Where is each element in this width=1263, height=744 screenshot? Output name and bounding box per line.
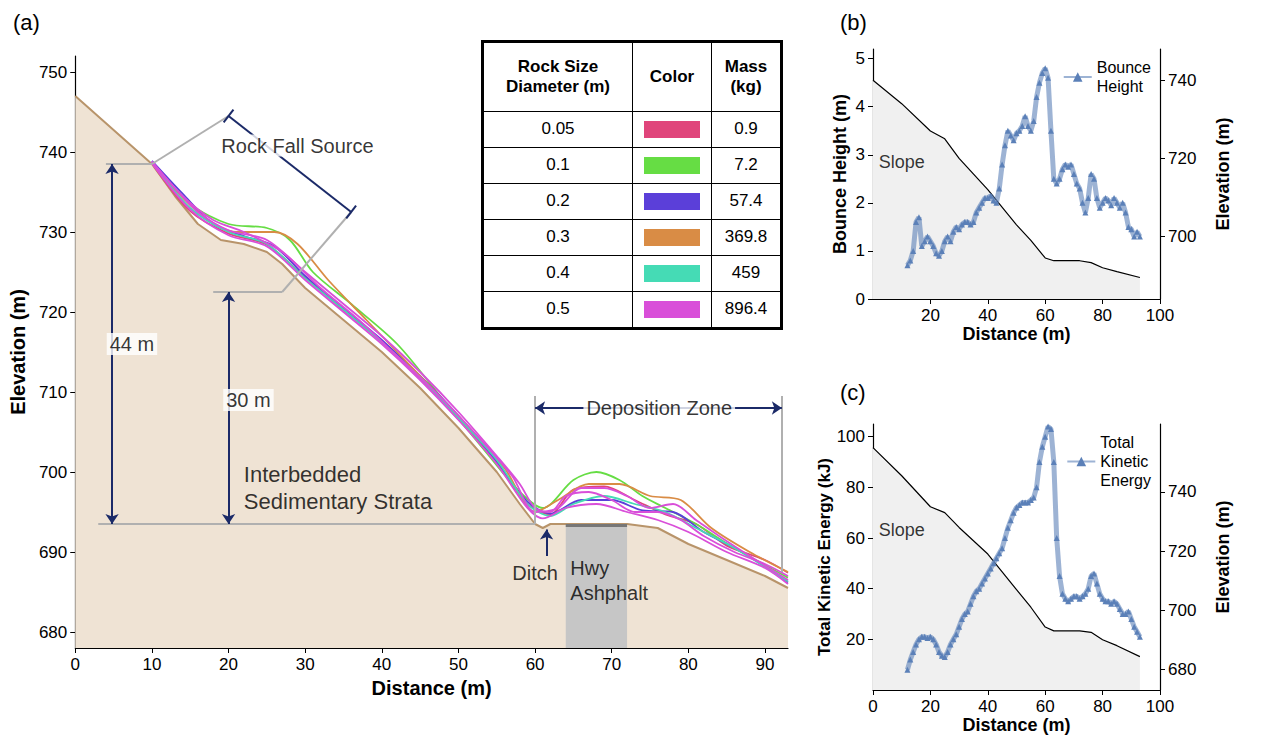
svg-text:1: 1 <box>856 241 865 260</box>
svg-text:720: 720 <box>1168 542 1196 561</box>
svg-text:80: 80 <box>679 655 698 674</box>
html-text:0.4: 0.4 <box>546 263 570 283</box>
svg-text:Distance (m): Distance (m) <box>962 324 1070 344</box>
html-text:369.8: 369.8 <box>724 227 768 247</box>
svg-text:60: 60 <box>526 655 545 674</box>
svg-text:Height: Height <box>1097 78 1144 95</box>
svg-text:720: 720 <box>1168 149 1196 168</box>
svg-text:Elevation (m): Elevation (m) <box>1213 117 1233 230</box>
html-text:0.05: 0.05 <box>541 119 575 139</box>
svg-text:10: 10 <box>142 655 161 674</box>
svg-text:50: 50 <box>449 655 468 674</box>
svg-text:80: 80 <box>846 478 865 497</box>
svg-text:(c): (c) <box>840 380 866 405</box>
svg-text:60: 60 <box>846 529 865 548</box>
svg-text:740: 740 <box>1168 71 1196 90</box>
svg-text:680: 680 <box>1168 660 1196 679</box>
svg-text:730: 730 <box>39 223 67 242</box>
svg-text:Deposition Zone: Deposition Zone <box>586 397 732 419</box>
svg-text:30: 30 <box>296 655 315 674</box>
svg-text:60: 60 <box>1036 697 1055 716</box>
svg-text:Kinetic: Kinetic <box>1100 453 1148 470</box>
svg-text:0: 0 <box>71 655 80 674</box>
svg-text:60: 60 <box>1036 306 1055 325</box>
svg-text:100: 100 <box>1146 306 1174 325</box>
svg-text:Rock Fall Source: Rock Fall Source <box>221 135 373 157</box>
svg-text:Hwy: Hwy <box>570 557 614 579</box>
html-text:0.3: 0.3 <box>546 227 570 247</box>
svg-text:Interbedded: Interbedded <box>244 462 368 487</box>
svg-text:Ditch: Ditch <box>512 562 558 584</box>
svg-text:0: 0 <box>868 697 877 716</box>
svg-text:40: 40 <box>978 697 997 716</box>
svg-text:Sedimentary Strata: Sedimentary Strata <box>244 489 433 514</box>
svg-text:5: 5 <box>856 49 865 68</box>
svg-text:710: 710 <box>39 383 67 402</box>
svg-text:3: 3 <box>856 145 865 164</box>
svg-text:20: 20 <box>921 306 940 325</box>
svg-text:20: 20 <box>219 655 238 674</box>
svg-text:100: 100 <box>837 427 865 446</box>
svg-text:700: 700 <box>39 463 67 482</box>
svg-text:740: 740 <box>1168 482 1196 501</box>
svg-text:(a): (a) <box>13 10 40 35</box>
html-text:Rock Size Diameter (m): Rock Size Diameter (m) <box>506 57 610 96</box>
svg-text:Elevation (m): Elevation (m) <box>1213 500 1233 613</box>
svg-text:Energy: Energy <box>1100 472 1151 489</box>
html-text:459: 459 <box>731 263 761 283</box>
svg-text:100: 100 <box>1146 697 1174 716</box>
svg-text:40: 40 <box>372 655 391 674</box>
svg-text:Total: Total <box>1100 434 1134 451</box>
svg-text:0: 0 <box>856 290 865 309</box>
svg-text:690: 690 <box>39 543 67 562</box>
svg-text:Distance (m): Distance (m) <box>372 677 492 699</box>
svg-text:40: 40 <box>978 306 997 325</box>
svg-text:Distance (m): Distance (m) <box>962 715 1070 735</box>
svg-text:70: 70 <box>602 655 621 674</box>
html-text:57.4: 57.4 <box>729 191 763 211</box>
html-text:0.5: 0.5 <box>546 299 570 319</box>
svg-text:80: 80 <box>1093 306 1112 325</box>
svg-text:Total Kinetic Energy (kJ): Total Kinetic Energy (kJ) <box>815 458 834 656</box>
svg-text:700: 700 <box>1168 227 1196 246</box>
svg-text:80: 80 <box>1093 697 1112 716</box>
svg-text:Bounce: Bounce <box>1097 59 1151 76</box>
html-text:0.1: 0.1 <box>546 155 570 175</box>
html-text:0.2: 0.2 <box>546 191 570 211</box>
html-text:0.9: 0.9 <box>734 119 758 139</box>
svg-text:90: 90 <box>756 655 775 674</box>
svg-text:4: 4 <box>856 97 865 116</box>
svg-text:Ashphalt: Ashphalt <box>570 582 648 604</box>
html-text:7.2: 7.2 <box>734 155 758 175</box>
svg-text:720: 720 <box>39 303 67 322</box>
html-text:896.4: 896.4 <box>724 299 768 319</box>
html-text:Mass (kg): Mass (kg) <box>724 57 768 96</box>
svg-text:680: 680 <box>39 623 67 642</box>
svg-text:20: 20 <box>921 697 940 716</box>
svg-text:700: 700 <box>1168 601 1196 620</box>
svg-text:750: 750 <box>39 63 67 82</box>
svg-text:Slope: Slope <box>879 520 925 540</box>
svg-text:44 m: 44 m <box>110 333 154 355</box>
svg-text:(b): (b) <box>840 10 867 35</box>
svg-text:Bounce Height (m): Bounce Height (m) <box>830 94 850 254</box>
svg-text:Elevation (m): Elevation (m) <box>7 289 29 415</box>
svg-text:20: 20 <box>846 630 865 649</box>
svg-text:2: 2 <box>856 193 865 212</box>
svg-text:40: 40 <box>846 579 865 598</box>
svg-text:Slope: Slope <box>879 152 925 172</box>
svg-text:740: 740 <box>39 143 67 162</box>
svg-text:30 m: 30 m <box>226 389 270 411</box>
html-text:Color: Color <box>649 67 695 86</box>
